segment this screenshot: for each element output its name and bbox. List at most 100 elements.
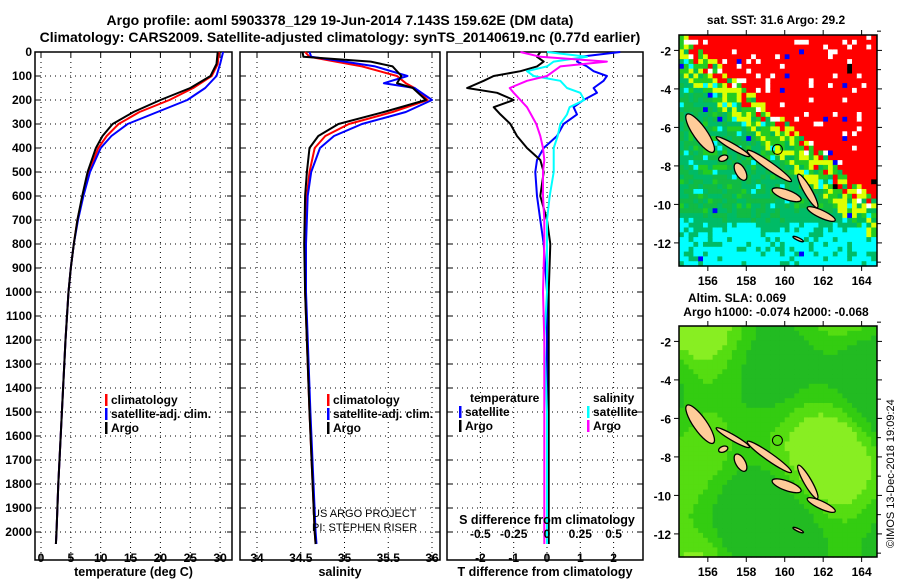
map-cell bbox=[707, 494, 714, 500]
map-cell bbox=[861, 513, 867, 520]
map-cell bbox=[828, 39, 834, 46]
x-tick-label: 34.5 bbox=[289, 551, 313, 565]
map-cell bbox=[866, 213, 872, 219]
map-cell bbox=[832, 378, 839, 385]
map-cell bbox=[871, 465, 877, 471]
map-cell bbox=[837, 378, 843, 385]
map-cell bbox=[799, 232, 805, 238]
map-cell bbox=[693, 451, 699, 457]
map-cell bbox=[842, 92, 848, 99]
map-cell bbox=[818, 417, 824, 423]
map-cell bbox=[722, 203, 728, 209]
map-cell bbox=[770, 63, 776, 70]
map-cell bbox=[832, 330, 839, 337]
map-cell bbox=[751, 232, 757, 238]
map-cell bbox=[741, 179, 747, 185]
map-cell bbox=[765, 193, 771, 200]
map-cell bbox=[823, 441, 829, 447]
map-cell bbox=[779, 179, 786, 185]
map-cell bbox=[717, 145, 723, 152]
map-cell bbox=[760, 232, 767, 238]
map-cell bbox=[804, 523, 810, 529]
map-cell bbox=[784, 431, 791, 438]
map-cell bbox=[741, 422, 747, 428]
map-cell bbox=[789, 354, 795, 361]
map-cell bbox=[828, 350, 834, 356]
map-cell bbox=[722, 87, 728, 94]
map-cell bbox=[828, 169, 834, 176]
map-cell bbox=[698, 256, 704, 262]
map-cell bbox=[856, 378, 863, 385]
map-cell bbox=[755, 552, 762, 558]
map-cell bbox=[679, 547, 685, 553]
map-cell bbox=[717, 523, 723, 529]
map-cell bbox=[818, 160, 824, 166]
map-cell bbox=[866, 92, 872, 99]
map-cell bbox=[683, 388, 690, 394]
map-cell bbox=[799, 97, 805, 103]
map-cell bbox=[871, 116, 877, 123]
map-cell bbox=[703, 340, 709, 346]
map-cell bbox=[823, 484, 829, 491]
map-cell bbox=[794, 374, 800, 380]
map-cell bbox=[736, 480, 743, 486]
map-cell bbox=[866, 398, 872, 404]
map-cell bbox=[707, 78, 714, 84]
map-cell bbox=[861, 78, 867, 84]
map-cell bbox=[703, 446, 709, 452]
map-cell bbox=[871, 54, 877, 60]
map-cell bbox=[703, 412, 709, 418]
map-cell bbox=[799, 92, 805, 99]
map-cell bbox=[842, 542, 848, 548]
map-cell bbox=[751, 388, 757, 394]
map-cell bbox=[683, 475, 690, 481]
map-cell bbox=[707, 49, 714, 55]
map-cell bbox=[847, 78, 853, 84]
map-cell bbox=[842, 494, 848, 500]
map-cell bbox=[823, 198, 829, 204]
map-cell bbox=[722, 508, 728, 515]
map-cell bbox=[770, 388, 776, 394]
map-cell bbox=[722, 513, 728, 520]
map-cell bbox=[779, 121, 786, 127]
map-cell bbox=[775, 494, 781, 500]
map-cell bbox=[813, 350, 819, 356]
map-cell bbox=[770, 198, 776, 204]
map-cell bbox=[698, 54, 704, 60]
map-cell bbox=[717, 193, 723, 200]
map-cell bbox=[751, 552, 757, 558]
map-cell bbox=[828, 237, 834, 243]
map-cell bbox=[698, 508, 704, 515]
map-cell bbox=[679, 542, 685, 548]
map-cell bbox=[712, 164, 718, 171]
map-cell bbox=[693, 208, 699, 214]
map-cell bbox=[856, 412, 863, 418]
map-cell bbox=[707, 217, 714, 224]
map-cell bbox=[823, 475, 829, 481]
map-cell bbox=[784, 203, 791, 209]
map-cell bbox=[698, 237, 704, 243]
map-cell bbox=[808, 63, 815, 70]
map-cell bbox=[741, 107, 747, 113]
map-cell bbox=[760, 330, 767, 337]
map-cell bbox=[813, 44, 819, 50]
map-cell bbox=[770, 126, 776, 132]
map-cell bbox=[861, 87, 867, 94]
legend-title-temperature: temperature bbox=[470, 391, 540, 405]
map-cell bbox=[784, 537, 791, 544]
map-cell bbox=[698, 330, 704, 337]
map-cell bbox=[794, 54, 800, 60]
map-cell bbox=[712, 112, 718, 118]
map-cell bbox=[784, 518, 791, 524]
map-cell bbox=[799, 374, 805, 380]
map-cell bbox=[828, 251, 834, 257]
map-cell bbox=[712, 547, 718, 553]
map-cell bbox=[808, 378, 815, 385]
map-cell bbox=[679, 68, 685, 75]
map-cell bbox=[861, 393, 867, 399]
map-cell bbox=[755, 354, 762, 361]
map-cell bbox=[808, 547, 815, 553]
map-cell bbox=[765, 217, 771, 224]
map-cell bbox=[746, 92, 752, 99]
map-cell bbox=[794, 326, 800, 332]
